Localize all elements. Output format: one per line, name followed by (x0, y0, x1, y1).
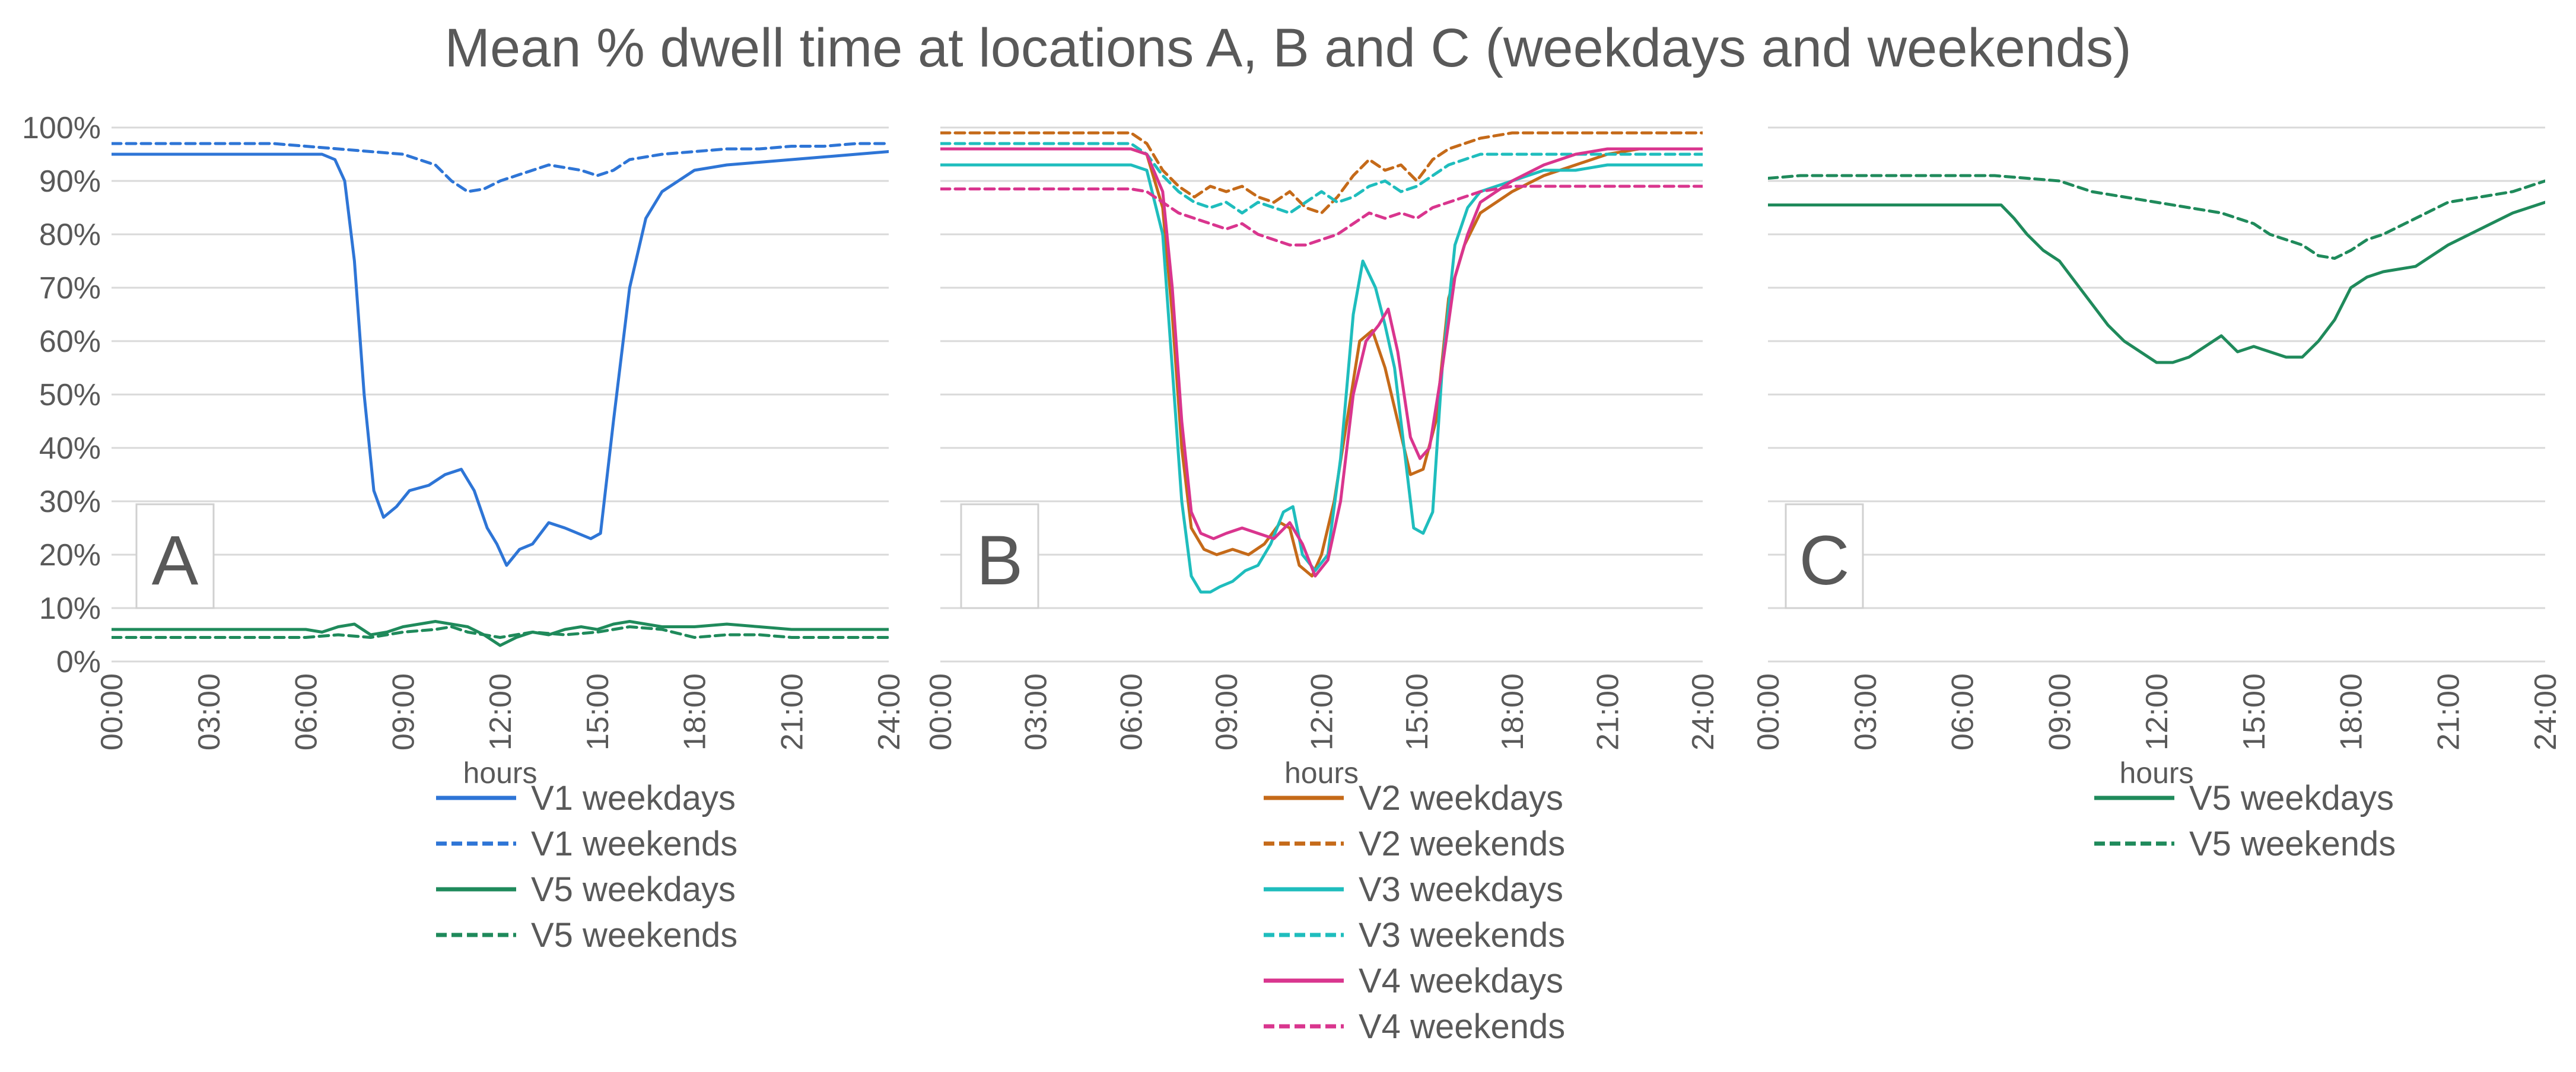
x-tick-label: 24:00 (872, 673, 907, 750)
legend-label: V5 weekends (2189, 825, 2396, 863)
x-tick-label: 18:00 (678, 673, 713, 750)
x-tick-label: 24:00 (2529, 673, 2563, 750)
y-tick-label: 90% (39, 164, 101, 199)
series-line-v1-weekdays (112, 150, 889, 567)
legend: V5 weekdays V5 weekends (2094, 779, 2396, 863)
legend: V2 weekdays V2 weekends V3 weekdays V3 week… (1264, 779, 1565, 1046)
x-tick-label: 15:00 (1400, 673, 1435, 750)
x-tick-label: 00:00 (1751, 673, 1786, 750)
series-line-v2-weekends (940, 131, 1703, 215)
x-tick-label: 12:00 (1305, 673, 1340, 750)
y-tick-label: 60% (39, 325, 101, 359)
panel-letter-box (960, 503, 1039, 609)
panel-letter-box (135, 503, 215, 609)
series-line-v5-weekends (112, 625, 889, 639)
panel-c: 00:00 03:00 06:00 09:00 12:00 15:00 18:00 21:00… (1751, 126, 2563, 863)
series-line-v4-weekdays (940, 147, 1703, 578)
legend-label: V4 weekdays (1359, 962, 1563, 1000)
series-group (112, 142, 889, 647)
series-line-v3-weekends (940, 142, 1703, 215)
x-axis-label: hours (1284, 756, 1359, 790)
series-line-v3-weekdays (940, 163, 1703, 594)
y-tick-label: 80% (39, 218, 101, 252)
panel-letter: A (152, 521, 199, 600)
legend-label: V3 weekdays (1359, 870, 1563, 909)
y-tick-label: 10% (39, 591, 101, 626)
x-tick-label: 03:00 (1849, 673, 1883, 750)
legend-label: V4 weekends (1359, 1007, 1565, 1046)
panel-letter: B (977, 521, 1023, 600)
panel-a: 0% 10% 20% 30% 40% 50% 60% 70% 80% 90% 100% 00:00 03… (22, 111, 907, 955)
legend-label: V1 weekdays (531, 779, 736, 817)
y-tick-label: 50% (39, 378, 101, 412)
x-tick-label: 09:00 (386, 673, 421, 750)
legend-label: V5 weekdays (531, 870, 736, 909)
y-tick-label: 0% (56, 645, 101, 679)
legend: V1 weekdays V1 weekends V5 weekdays V5 week… (436, 779, 737, 955)
series-line-v4-weekends (940, 185, 1703, 247)
series-line-v5-weekdays (1768, 201, 2545, 364)
series-group (940, 131, 1703, 594)
y-tick-label: 30% (39, 485, 101, 519)
legend-label: V1 weekends (531, 825, 737, 863)
x-tick-label: 12:00 (484, 673, 518, 750)
legend-label: V3 weekends (1359, 916, 1565, 955)
y-tick-label: 70% (39, 271, 101, 306)
x-tick-label: 09:00 (1210, 673, 1244, 750)
y-tick-label: 100% (22, 111, 101, 145)
legend-label: V2 weekends (1359, 825, 1565, 863)
x-tick-label: 18:00 (2335, 673, 2369, 750)
x-tick-label: 12:00 (2140, 673, 2174, 750)
panel-letter: C (1799, 521, 1849, 600)
x-axis-label: hours (463, 756, 537, 790)
x-tick-label: 21:00 (2431, 673, 2466, 750)
x-tick-label: 00:00 (95, 673, 129, 750)
legend-label: V2 weekdays (1359, 779, 1563, 817)
chart-title: Mean % dwell time at locations A, B and … (444, 18, 2131, 78)
x-tick-label: 15:00 (581, 673, 615, 750)
x-tick-label: 24:00 (1686, 673, 1720, 750)
x-tick-label: 21:00 (1591, 673, 1625, 750)
y-tick-label: 20% (39, 538, 101, 572)
x-tick-label: 06:00 (290, 673, 324, 750)
x-tick-label: 00:00 (924, 673, 958, 750)
legend-label: V5 weekends (531, 916, 737, 955)
x-tick-label: 18:00 (1496, 673, 1530, 750)
series-group (1768, 174, 2545, 364)
y-tick-label: 40% (39, 431, 101, 466)
x-tick-label: 06:00 (1946, 673, 1980, 750)
x-tick-label: 06:00 (1114, 673, 1149, 750)
x-tick-label: 03:00 (192, 673, 227, 750)
x-axis-label: hours (2119, 756, 2193, 790)
x-tick-label: 09:00 (2043, 673, 2077, 750)
x-tick-label: 03:00 (1019, 673, 1054, 750)
panel-b: 00:00 03:00 06:00 09:00 12:00 15:00 18:00 21:00… (924, 126, 1720, 1046)
series-line-v5-weekdays (112, 620, 889, 647)
series-line-v5-weekends (1768, 174, 2545, 260)
panel-letter-box (1785, 503, 1864, 609)
x-tick-label: 21:00 (775, 673, 809, 750)
series-line-v1-weekends (112, 142, 889, 193)
x-tick-label: 15:00 (2237, 673, 2272, 750)
legend-label: V5 weekdays (2189, 779, 2394, 817)
